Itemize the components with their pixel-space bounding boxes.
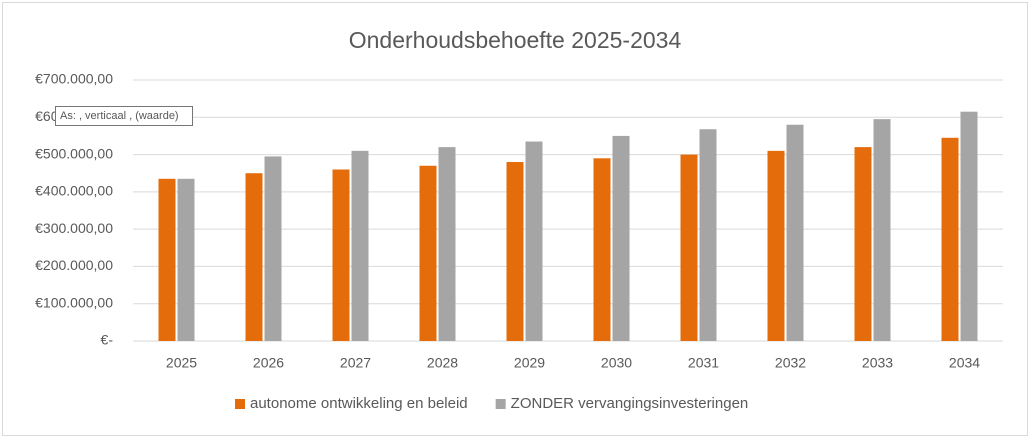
bar [612, 135, 630, 341]
chart-title: Onderhoudsbehoefte 2025-2034 [349, 27, 682, 53]
x-tick-label: 2034 [949, 355, 980, 371]
x-tick-label: 2026 [253, 355, 284, 371]
bar [158, 178, 176, 341]
bar [873, 119, 891, 342]
tooltip: As: , verticaal , (waarde) [55, 106, 193, 126]
bar [419, 165, 437, 341]
y-tick-label: €- [101, 332, 114, 348]
x-tick-label: 2027 [340, 355, 371, 371]
legend-label: autonome ontwikkeling en beleid [250, 395, 468, 412]
bar [245, 173, 263, 341]
bar [264, 156, 282, 341]
x-tick-label: 2032 [775, 355, 806, 371]
tooltip-box [55, 106, 193, 126]
bar [438, 147, 456, 341]
bar [332, 169, 350, 341]
x-tick-label: 2033 [862, 355, 893, 371]
x-tick-label: 2031 [688, 355, 719, 371]
x-tick-label: 2028 [427, 355, 458, 371]
legend-swatch [235, 399, 245, 409]
bar [177, 178, 195, 341]
y-tick-label: €200.000,00 [35, 257, 113, 273]
y-tick-label: €300.000,00 [35, 220, 113, 236]
x-tick-label: 2029 [514, 355, 545, 371]
bar [767, 150, 785, 341]
bar [525, 141, 543, 341]
bar [351, 150, 369, 341]
y-tick-label: €400.000,00 [35, 183, 113, 199]
bar [941, 137, 959, 341]
tooltip-text: As: , verticaal , (waarde) [60, 110, 179, 122]
x-tick-label: 2030 [601, 355, 632, 371]
y-tick-label: €500.000,00 [35, 145, 113, 161]
x-tick-label: 2025 [166, 355, 197, 371]
bar [593, 158, 611, 341]
bar [786, 124, 804, 341]
bar [699, 129, 717, 341]
legend-label: ZONDER vervangingsinvesteringen [511, 395, 749, 412]
bar [506, 162, 524, 341]
y-tick-label: €100.000,00 [35, 294, 113, 310]
bar [680, 154, 698, 341]
y-tick-label: €700.000,00 [35, 71, 113, 87]
legend-swatch [495, 399, 506, 409]
bar [960, 111, 978, 341]
bar [854, 147, 872, 341]
